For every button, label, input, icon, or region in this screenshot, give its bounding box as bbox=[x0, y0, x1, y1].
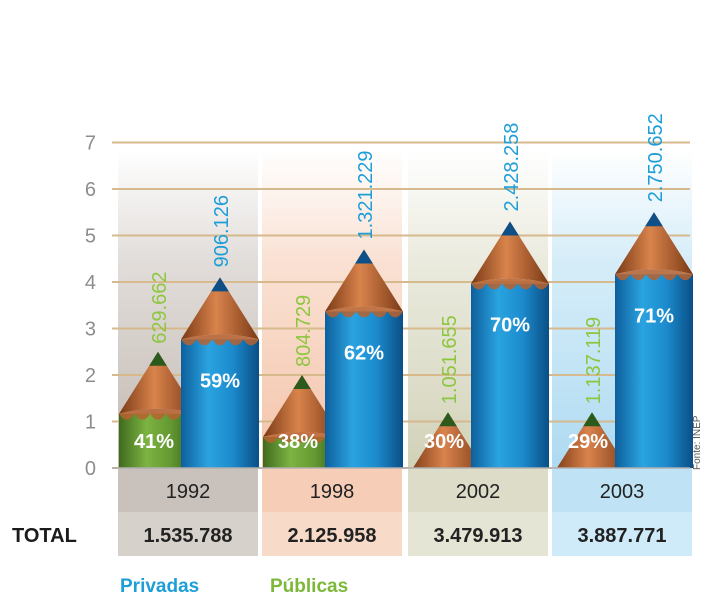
legend-publicas: Públicas bbox=[270, 576, 348, 597]
y-tick-label: 4 bbox=[85, 272, 96, 294]
total-cell-2003 bbox=[552, 512, 692, 556]
year-cell-1998 bbox=[262, 468, 402, 512]
pencil-privadas-1998-sharpened-edge bbox=[325, 306, 403, 318]
pencil-publicas-2003-tip bbox=[583, 412, 601, 427]
y-tick-label: 3 bbox=[85, 319, 96, 341]
total-label: TOTAL bbox=[12, 525, 77, 547]
pencil-publicas-1992-tip bbox=[149, 351, 167, 366]
pencil-privadas-2002-sharpened-edge bbox=[471, 278, 549, 290]
pencil-privadas-2002-body bbox=[471, 283, 549, 468]
percent-publicas-1992: 41% bbox=[134, 431, 174, 453]
year-label: 1992 bbox=[166, 481, 211, 503]
pencil-publicas-2002-tip bbox=[439, 412, 457, 427]
pencil-privadas-2003-sharpened-edge bbox=[615, 269, 693, 281]
value-publicas-1998: 804.729 bbox=[293, 295, 315, 367]
pencil-publicas-2003-cone bbox=[553, 412, 631, 475]
pencil-publicas-1992-sharpened-edge bbox=[119, 408, 197, 420]
total-value: 3.479.913 bbox=[434, 525, 523, 547]
legend: Privadas Públicas bbox=[120, 576, 348, 597]
pencil-publicas-1998-tip bbox=[293, 375, 311, 389]
value-publicas-1992: 629.662 bbox=[149, 271, 171, 343]
y-tick-label: 1 bbox=[85, 412, 96, 434]
pencil-privadas-1992-cone bbox=[181, 277, 259, 340]
total-cell-1992 bbox=[118, 512, 258, 556]
pencil-publicas-1992-cone bbox=[119, 351, 197, 414]
pencil-privadas-1992-tip bbox=[211, 277, 229, 292]
pencil-privadas-2002-tip bbox=[501, 221, 519, 236]
y-axis: 0 1 2 3 4 5 6 7 bbox=[85, 133, 96, 481]
pencil-privadas-1992-sharpened-edge bbox=[181, 334, 259, 346]
year-cell-1992 bbox=[118, 468, 258, 512]
bars: 41% 59% 629.662 906.126 38% 62% 804.729 1.321.2… bbox=[119, 113, 693, 481]
pencil-privadas-2002-cone bbox=[471, 221, 549, 284]
pencil-privadas-2003-cone bbox=[615, 212, 693, 275]
percent-privadas-2003: 71% bbox=[634, 305, 674, 327]
pencil-privadas-2003-body bbox=[615, 274, 693, 468]
y-tick-label: 6 bbox=[85, 179, 96, 201]
total-cell-1998 bbox=[262, 512, 402, 556]
value-publicas-2003: 1.137.119 bbox=[583, 317, 605, 405]
pencil-privadas-1998 bbox=[325, 249, 403, 468]
pencil-publicas-1998-cone bbox=[263, 375, 341, 437]
value-privadas-1992: 906.126 bbox=[211, 195, 233, 267]
total-value: 1.535.788 bbox=[144, 525, 233, 547]
legend-privadas: Privadas bbox=[120, 576, 199, 597]
value-privadas-2002: 2.428.258 bbox=[501, 123, 523, 212]
pencil-privadas-2002 bbox=[471, 221, 549, 468]
percent-publicas-2002: 30% bbox=[424, 431, 464, 453]
pencil-privadas-2003-tip bbox=[645, 212, 663, 227]
year-cell-2003 bbox=[552, 468, 692, 512]
total-value: 3.887.771 bbox=[578, 525, 667, 547]
percent-privadas-1992: 59% bbox=[200, 370, 240, 392]
y-tick-label: 5 bbox=[85, 226, 96, 248]
year-label: 2003 bbox=[600, 481, 645, 503]
percent-publicas-2003: 29% bbox=[568, 431, 608, 453]
source-note: Fonte: INEP bbox=[692, 415, 703, 470]
year-total-table: 1992 1.535.788 1998 2.125.958 2002 3.479.913 2… bbox=[12, 467, 692, 556]
total-value: 2.125.958 bbox=[288, 525, 377, 547]
year-label: 1998 bbox=[310, 481, 355, 503]
value-privadas-1998: 1.321.229 bbox=[355, 150, 377, 239]
value-publicas-2002: 1.051.655 bbox=[439, 315, 461, 404]
pencil-publicas-2002-cone bbox=[409, 412, 487, 475]
pencil-privadas-1992-body bbox=[181, 339, 259, 468]
y-tick-label: 0 bbox=[85, 458, 96, 480]
percent-publicas-1998: 38% bbox=[278, 431, 318, 453]
pencil-privadas-1998-tip bbox=[355, 249, 373, 264]
year-label: 2002 bbox=[456, 481, 501, 503]
pencil-privadas-1998-cone bbox=[325, 249, 403, 312]
value-privadas-2003: 2.750.652 bbox=[645, 113, 667, 202]
percent-privadas-2002: 70% bbox=[490, 315, 530, 337]
pencil-publicas-1998-sharpened-edge bbox=[263, 432, 341, 443]
percent-privadas-1998: 62% bbox=[344, 342, 384, 364]
pencil-privadas-1992 bbox=[181, 277, 259, 468]
y-tick-label: 7 bbox=[85, 133, 96, 155]
y-tick-label: 2 bbox=[85, 365, 96, 387]
total-cell-2002 bbox=[408, 512, 548, 556]
pencil-privadas-1998-body bbox=[325, 311, 403, 468]
year-cell-2002 bbox=[408, 468, 548, 512]
pencil-privadas-2003 bbox=[615, 212, 693, 468]
